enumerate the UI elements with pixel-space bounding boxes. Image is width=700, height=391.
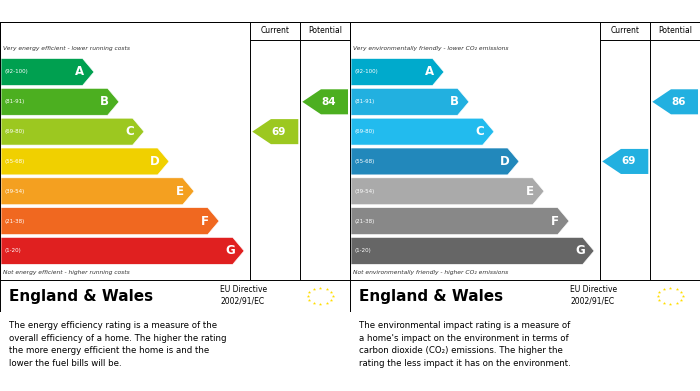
Text: C: C <box>125 125 134 138</box>
Text: (55-68): (55-68) <box>354 159 374 164</box>
Text: Energy Efficiency Rating: Energy Efficiency Rating <box>8 5 172 18</box>
Text: B: B <box>450 95 459 108</box>
Text: EU Directive
2002/91/EC: EU Directive 2002/91/EC <box>570 285 617 306</box>
Text: (39-54): (39-54) <box>354 189 374 194</box>
Polygon shape <box>351 88 469 115</box>
Text: (69-80): (69-80) <box>354 129 374 134</box>
Polygon shape <box>351 59 444 85</box>
Text: Current: Current <box>261 26 290 35</box>
Text: (1-20): (1-20) <box>4 248 21 253</box>
Text: B: B <box>100 95 109 108</box>
Text: 69: 69 <box>272 127 286 136</box>
Text: (39-54): (39-54) <box>4 189 25 194</box>
Text: Current: Current <box>611 26 640 35</box>
Text: (69-80): (69-80) <box>4 129 25 134</box>
Text: Very environmentally friendly - lower CO₂ emissions: Very environmentally friendly - lower CO… <box>353 46 508 51</box>
Text: 84: 84 <box>321 97 336 107</box>
Text: E: E <box>176 185 184 198</box>
Text: Not environmentally friendly - higher CO₂ emissions: Not environmentally friendly - higher CO… <box>353 271 508 275</box>
Text: (21-38): (21-38) <box>4 219 25 224</box>
Text: (92-100): (92-100) <box>4 70 28 75</box>
Text: Potential: Potential <box>308 26 342 35</box>
Text: (21-38): (21-38) <box>354 219 374 224</box>
Text: England & Wales: England & Wales <box>8 289 153 303</box>
Text: 69: 69 <box>622 156 636 167</box>
Text: E: E <box>526 185 534 198</box>
Polygon shape <box>351 118 494 145</box>
Text: (81-91): (81-91) <box>354 99 374 104</box>
Text: Environmental Impact (CO₂) Rating: Environmental Impact (CO₂) Rating <box>358 5 591 18</box>
Text: Very energy efficient - lower running costs: Very energy efficient - lower running co… <box>3 46 130 51</box>
Text: Potential: Potential <box>658 26 692 35</box>
Text: C: C <box>475 125 484 138</box>
Text: The environmental impact rating is a measure of
a home's impact on the environme: The environmental impact rating is a mea… <box>358 321 570 368</box>
Polygon shape <box>1 208 219 235</box>
Polygon shape <box>652 89 698 114</box>
Polygon shape <box>1 148 169 175</box>
Text: EU Directive
2002/91/EC: EU Directive 2002/91/EC <box>220 285 267 306</box>
Text: D: D <box>150 155 160 168</box>
Text: Not energy efficient - higher running costs: Not energy efficient - higher running co… <box>3 271 130 275</box>
Text: G: G <box>225 244 234 257</box>
Polygon shape <box>351 148 519 175</box>
Text: (55-68): (55-68) <box>4 159 25 164</box>
Polygon shape <box>351 178 544 204</box>
Text: D: D <box>500 155 510 168</box>
Polygon shape <box>1 237 244 264</box>
Polygon shape <box>1 178 194 204</box>
Polygon shape <box>1 118 144 145</box>
Text: (81-91): (81-91) <box>4 99 25 104</box>
Text: 86: 86 <box>671 97 686 107</box>
Text: (1-20): (1-20) <box>354 248 371 253</box>
Text: F: F <box>551 215 559 228</box>
Text: England & Wales: England & Wales <box>358 289 503 303</box>
Text: (92-100): (92-100) <box>354 70 378 75</box>
Polygon shape <box>351 237 594 264</box>
Polygon shape <box>602 149 648 174</box>
Text: A: A <box>425 66 434 79</box>
Text: A: A <box>75 66 84 79</box>
Polygon shape <box>252 119 298 144</box>
Text: G: G <box>575 244 584 257</box>
Polygon shape <box>302 89 348 114</box>
Polygon shape <box>351 208 569 235</box>
Polygon shape <box>1 59 94 85</box>
Text: The energy efficiency rating is a measure of the
overall efficiency of a home. T: The energy efficiency rating is a measur… <box>8 321 226 368</box>
Polygon shape <box>1 88 119 115</box>
Text: F: F <box>201 215 209 228</box>
